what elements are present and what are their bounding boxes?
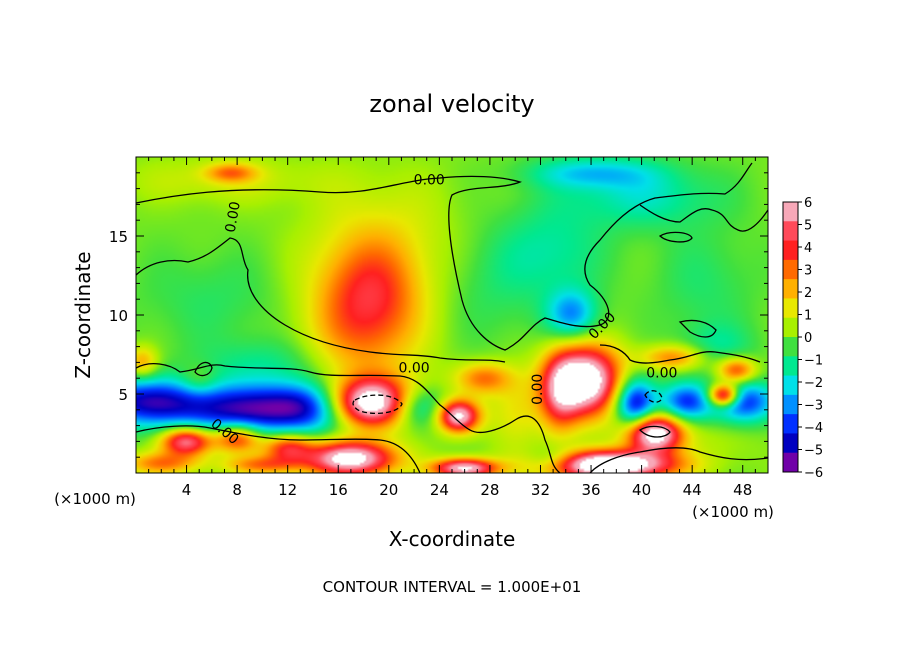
x-tick-label: 48 (733, 481, 752, 499)
colorbar-swatch (783, 414, 798, 434)
dashed-contour-right (644, 390, 663, 403)
chart-title: zonal velocity (369, 90, 534, 118)
colorbar-label: 4 (804, 241, 812, 256)
x-unit-left: (×1000 m) (54, 490, 136, 508)
zero-contour-lower-left (136, 425, 421, 473)
plot-area: 0.000.000.000.000.000.000.00 (135, 156, 769, 474)
colorbar-swatch (783, 452, 798, 473)
colorbar-swatch (783, 240, 798, 261)
colorbar-label: 1 (804, 309, 812, 324)
contour-ring-right (638, 425, 671, 438)
x-tick-label: 32 (531, 481, 550, 499)
colorbar-swatch (783, 221, 798, 242)
velocity-field (136, 157, 768, 473)
colorbar-swatch (783, 394, 798, 415)
colorbar-label: −5 (804, 444, 823, 459)
x-axis-ticks: 4 8 12 16 20 24 28 32 36 40 44 48 (148, 157, 756, 499)
colorbar-swatch (783, 317, 798, 338)
dashed-contour-center (352, 394, 403, 415)
y-axis-ticks: 5 10 15 (109, 172, 768, 458)
colorbar-swatch (783, 433, 798, 454)
x-tick-label: 16 (329, 481, 348, 499)
zero-contour-small-left (194, 361, 213, 377)
colorbar-label: 0 (804, 331, 812, 346)
zero-contour-top (136, 162, 753, 351)
zero-contour-left (136, 237, 506, 363)
colorbar-swatch (783, 202, 798, 222)
x-tick-label: 40 (632, 481, 651, 499)
colorbar-label: 6 (804, 196, 812, 211)
colorbar-swatch (783, 356, 798, 377)
colorbar-swatch (783, 298, 798, 319)
colorbar: 6 5 4 3 2 1 0 −1 −2 −3 −4 −5 −6 (782, 196, 823, 481)
contour-label: 0.00 (398, 361, 429, 377)
zero-contour-right-lower (599, 344, 761, 364)
colorbar-label: 5 (804, 219, 812, 234)
x-tick-label: 8 (232, 481, 242, 499)
colorbar-label: −6 (804, 466, 823, 481)
y-axis-label: Z-coordinate (71, 251, 95, 378)
colorbar-label: 3 (804, 264, 812, 279)
colorbar-swatch (783, 375, 798, 396)
zero-contour-far-right (678, 319, 717, 338)
colorbar-label: −4 (804, 421, 823, 436)
x-unit-right: (×1000 m) (692, 503, 774, 521)
x-axis-label: X-coordinate (389, 527, 516, 551)
zero-contour-bottom-band (136, 362, 561, 473)
contour-interval-footer: CONTOUR INTERVAL = 1.000E+01 (323, 578, 582, 596)
colorbar-label: −2 (804, 376, 823, 391)
zero-contours (136, 162, 768, 473)
x-tick-label: 20 (379, 481, 398, 499)
colorbar-label: 2 (804, 286, 812, 301)
contour-label: 0.00 (414, 173, 445, 189)
y-tick-label: 15 (109, 228, 128, 246)
contour-label: 0.00 (530, 374, 546, 405)
x-tick-label: 4 (182, 481, 192, 499)
zero-contour-bottom-right (589, 447, 768, 473)
zero-contour-small-ring (658, 231, 693, 243)
zero-contour-right-upper (639, 204, 768, 232)
colorbar-label: −3 (804, 399, 823, 414)
colorbar-swatch (783, 279, 798, 299)
x-tick-label: 28 (480, 481, 499, 499)
x-tick-label: 12 (278, 481, 297, 499)
x-tick-label: 36 (581, 481, 600, 499)
colorbar-label: −1 (804, 354, 823, 369)
contour-label: 0.00 (223, 200, 244, 233)
y-tick-label: 10 (109, 307, 128, 325)
contour-label: 0.00 (646, 365, 677, 381)
y-tick-label: 5 (118, 386, 128, 404)
x-tick-label: 24 (430, 481, 449, 499)
colorbar-swatch (783, 259, 798, 280)
x-tick-label: 44 (683, 481, 702, 499)
colorbar-swatch (783, 337, 798, 357)
